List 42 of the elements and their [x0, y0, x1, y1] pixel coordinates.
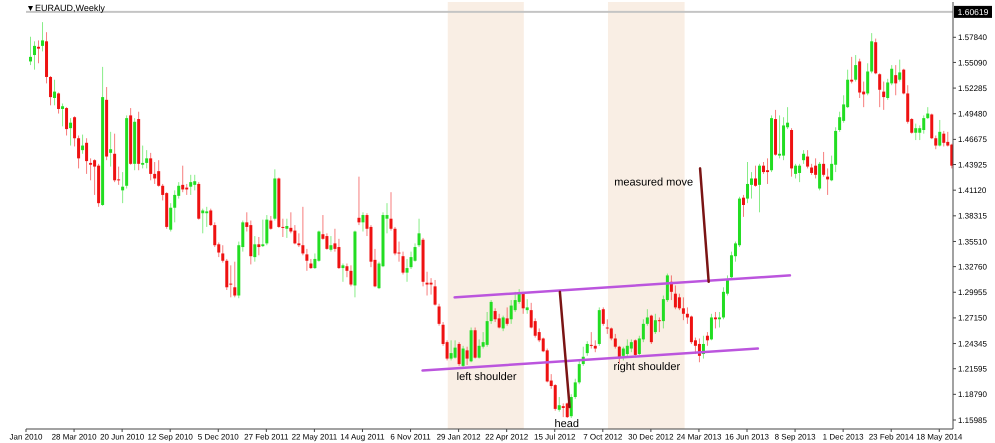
x-tick-label: 6 Nov 2011	[390, 432, 432, 442]
y-tick-label: 1.52285	[958, 84, 988, 93]
y-tick-label: 1.24345	[958, 339, 988, 348]
y-tick-label: 1.27150	[958, 314, 988, 323]
y-tick-label: 1.46675	[958, 135, 988, 144]
y-tick-label: 1.41120	[958, 186, 987, 196]
x-tick-label: 27 Feb 2011	[244, 432, 290, 442]
y-tick-label: 1.49480	[958, 110, 988, 119]
x-tick-label: 22 May 2011	[292, 432, 338, 442]
y-tick-label: 1.21595	[958, 364, 988, 374]
x-tick-label: Jan 2010	[10, 432, 44, 442]
annotation: right shoulder	[614, 360, 681, 373]
x-tick-label: 15 Jul 2012	[534, 432, 576, 442]
y-tick-label: 1.29955	[958, 288, 988, 298]
x-tick-label: 1 Dec 2013	[822, 432, 864, 442]
x-tick-label: 20 Jun 2010	[100, 432, 145, 442]
x-tick-label: 24 Mar 2013	[676, 432, 722, 442]
x-tick-label: 12 Sep 2010	[148, 432, 194, 442]
y-tick-label: 1.55090	[958, 58, 988, 68]
x-tick-label: 29 Jan 2012	[436, 432, 482, 442]
y-tick-label: 1.35510	[958, 237, 988, 246]
y-tick-label: 1.38315	[958, 212, 988, 221]
x-tick-label: 28 Mar 2010	[52, 432, 98, 442]
y-tick-label: 1.57840	[958, 33, 988, 42]
chart-title: EURAUD,Weekly	[35, 3, 105, 14]
x-tick-label: 18 May 2014	[916, 432, 963, 442]
x-tick-label: 30 Dec 2012	[628, 432, 674, 442]
x-tick-label: 8 Sep 2013	[774, 432, 816, 442]
x-tick-label: 14 Aug 2011	[340, 432, 386, 442]
x-tick-label: 16 Jun 2013	[724, 432, 770, 442]
annotation: left shoulder	[456, 370, 517, 383]
x-tick-label: 7 Oct 2012	[583, 432, 623, 442]
x-tick-label: 22 Apr 2012	[485, 432, 529, 442]
y-tick-label: 1.43925	[958, 160, 988, 170]
x-tick-label: 5 Dec 2010	[198, 432, 240, 442]
x-tick-label: 23 Feb 2014	[868, 432, 914, 442]
y-tick-label: 1.18790	[958, 390, 988, 400]
y-tick-label: 1.15985	[958, 416, 988, 425]
annotation: head	[554, 418, 579, 430]
y-tick-label: 1.32760	[958, 262, 988, 272]
ref-line-label: 1.60619	[958, 6, 989, 17]
annotation: measured move	[614, 176, 694, 188]
